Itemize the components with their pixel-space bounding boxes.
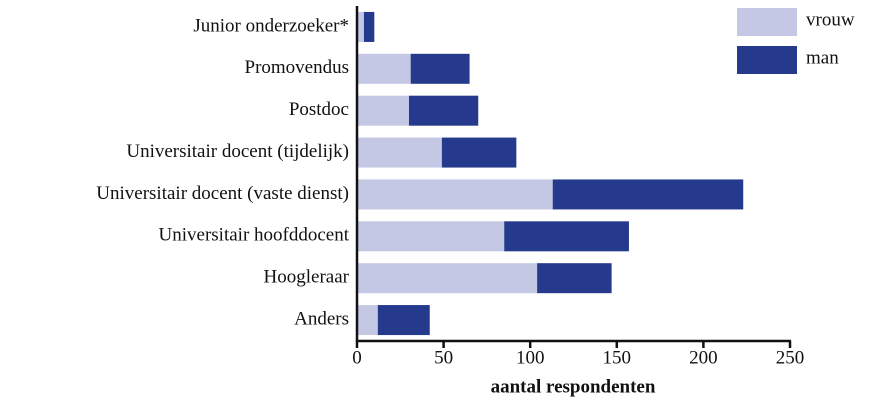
bar-segment xyxy=(408,95,479,126)
bar-segment xyxy=(357,221,505,252)
x-tick-label: 0 xyxy=(352,347,362,368)
y-tick-label: Junior onderzoeker* xyxy=(193,15,349,36)
x-tick-label: 50 xyxy=(434,347,453,368)
bar-segment xyxy=(537,263,612,294)
y-tick-label: Anders xyxy=(294,308,349,329)
y-tick-label: Universitair docent (vaste dienst) xyxy=(96,183,349,204)
bar-segment xyxy=(357,305,378,336)
y-tick-label: Postdoc xyxy=(289,99,349,120)
bar-segment xyxy=(441,137,517,168)
bar-segment xyxy=(377,305,430,336)
bar-segment xyxy=(504,221,629,252)
bar-segment xyxy=(357,53,411,84)
x-axis-label: aantal respondenten xyxy=(491,376,656,397)
bar-segment xyxy=(363,11,375,42)
bar-segment xyxy=(357,95,409,126)
y-tick-label: Promovendus xyxy=(245,57,350,78)
bar-segment xyxy=(357,263,538,294)
legend-label: vrouw xyxy=(806,9,855,30)
y-tick-label: Universitair docent (tijdelijk) xyxy=(126,141,349,162)
x-tick-label: 100 xyxy=(516,347,545,368)
legend-label: man xyxy=(806,47,839,68)
y-tick-label: Universitair hoofddocent xyxy=(159,225,350,246)
y-tick-label: Hoogleraar xyxy=(264,267,350,288)
bar-segment xyxy=(357,11,364,42)
x-tick-label: 250 xyxy=(776,347,805,368)
x-tick-label: 150 xyxy=(603,347,632,368)
x-tick-label: 200 xyxy=(689,347,718,368)
bar-segment xyxy=(552,179,744,210)
bar-segment xyxy=(357,137,442,168)
legend-swatch xyxy=(737,8,797,36)
bar-segment xyxy=(357,179,553,210)
bar-segment xyxy=(410,53,470,84)
legend-swatch xyxy=(737,46,797,74)
